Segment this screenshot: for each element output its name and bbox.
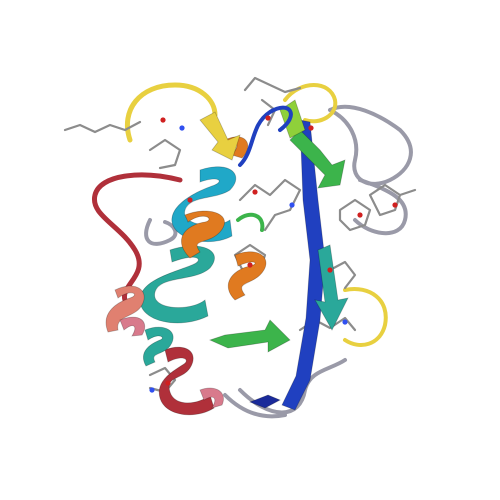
beta-strand-green	[289, 129, 346, 189]
beta-strand-green	[208, 319, 291, 353]
sidechain-stick	[148, 138, 182, 170]
helix-orange	[228, 251, 267, 301]
coil-loop	[238, 358, 347, 415]
beta-strand-teal	[314, 244, 349, 331]
sidechain-stick	[63, 120, 142, 134]
oxygen-atom	[160, 117, 166, 123]
oxygen-atom	[357, 212, 363, 218]
helix-salmon	[105, 285, 145, 333]
sidechain-layer	[63, 76, 417, 394]
oxygen-atom	[327, 267, 333, 273]
strand-layer	[199, 99, 349, 411]
oxygen-atom	[165, 380, 171, 386]
coil-loop	[238, 105, 293, 167]
nitrogen-atom	[289, 202, 295, 208]
beta-strand-navy	[248, 394, 281, 409]
foreground-coil-layer	[223, 105, 293, 419]
helix-layer	[105, 136, 267, 416]
nitrogen-atom	[179, 125, 185, 131]
coil-loop	[124, 82, 218, 143]
coil-loop	[328, 104, 413, 186]
sidechain-stick	[338, 198, 372, 232]
beta-strand-blue	[281, 119, 326, 411]
oxygen-atom	[265, 115, 271, 121]
coil-loop	[92, 172, 183, 303]
helix-cyan	[171, 166, 237, 243]
coil-layer	[92, 82, 413, 415]
helix-green	[143, 326, 174, 367]
nitrogen-atom	[149, 387, 155, 393]
beta-strand-yellow	[199, 111, 241, 161]
oxygen-atom	[247, 262, 253, 268]
oxygen-atom	[252, 189, 258, 195]
sidechain-stick	[368, 183, 417, 217]
sidechain-stick	[328, 260, 357, 290]
coil-loop	[236, 212, 265, 232]
helix-pink	[119, 316, 146, 337]
coil-loop	[343, 287, 388, 347]
helix-teal	[139, 245, 215, 324]
oxygen-atom	[187, 197, 193, 203]
atom-layer	[149, 115, 398, 393]
nitrogen-atom	[342, 319, 348, 325]
helix-red	[158, 346, 215, 416]
coil-loop	[223, 393, 287, 419]
coil-loop	[144, 218, 178, 246]
helix-magenta	[199, 387, 224, 409]
helix-orange	[181, 210, 225, 259]
oxygen-atom	[308, 125, 314, 131]
coil-loop	[353, 178, 408, 236]
sidechain-stick	[238, 178, 302, 232]
oxygen-atom	[392, 202, 398, 208]
